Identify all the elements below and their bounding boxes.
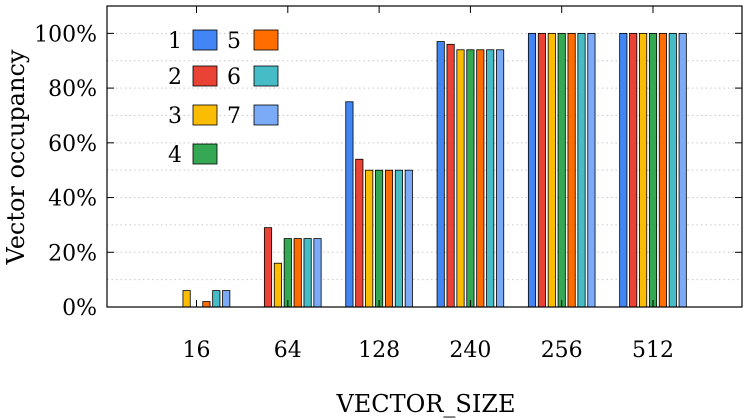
x-tick-label: 64: [274, 338, 302, 363]
bar-series-3-128: [365, 169, 374, 308]
bar-series-3-16: [182, 290, 191, 308]
bar-series-2-256: [537, 32, 546, 308]
bar-series-1-256: [527, 32, 537, 308]
x-axis-label: VECTOR_SIZE: [335, 390, 515, 418]
bar-series-4-128: [375, 169, 384, 308]
y-tick-label: 40%: [48, 187, 97, 212]
bar-series-5-512: [658, 32, 667, 308]
bar-series-4-256: [557, 32, 566, 308]
legend-swatch-4: [192, 143, 218, 165]
bar-series-1-240: [436, 41, 445, 308]
bar-series-3-240: [456, 49, 465, 308]
bar-series-4-64: [283, 238, 292, 308]
bar-series-5-64: [293, 238, 302, 308]
x-tick-label: 16: [183, 338, 211, 363]
bar-series-5-16: [202, 301, 211, 308]
bar-series-4-240: [466, 49, 475, 308]
bar-series-6-240: [486, 49, 495, 308]
bar-series-2-64: [263, 227, 273, 308]
y-tick-label: 80%: [48, 77, 97, 102]
bar-series-7-256: [587, 32, 596, 308]
x-tick-label: 128: [358, 338, 400, 363]
legend-label-4: 4: [168, 143, 182, 168]
bar-series-7-512: [678, 32, 687, 308]
bar-series-7-128: [404, 169, 413, 308]
legend: 1 2 3 4 5 6 7: [168, 29, 279, 168]
bar-series-5-256: [567, 32, 576, 308]
x-tick-label: 512: [632, 338, 674, 363]
legend-label-1: 1: [168, 29, 182, 54]
legend-swatch-5: [253, 29, 279, 51]
legend-swatch-7: [253, 104, 279, 126]
x-tick-label: 240: [449, 338, 491, 363]
legend-swatch-6: [253, 65, 279, 87]
bar-series-1-128: [345, 101, 354, 308]
bar-series-2-128: [355, 158, 364, 308]
bar-series-3-64: [273, 262, 282, 308]
x-tick-label: 256: [541, 338, 583, 363]
plot-frame: [106, 5, 743, 308]
legend-label-6: 6: [227, 65, 241, 90]
y-axis-label: Vector occupancy: [2, 49, 30, 265]
legend-swatch-2: [192, 65, 218, 87]
bar-series-7-16: [222, 290, 231, 308]
bar-series-1-512: [619, 32, 628, 308]
bar-series-6-256: [577, 32, 586, 308]
bar-series-6-16: [212, 290, 221, 308]
legend-label-3: 3: [168, 104, 182, 129]
bar-series-7-240: [496, 49, 505, 308]
legend-label-5: 5: [227, 29, 241, 54]
y-tick-label: 100%: [34, 22, 97, 47]
y-tick-label: 20%: [48, 241, 97, 266]
bar-series-3-512: [639, 32, 648, 308]
legend-swatch-3: [192, 104, 218, 126]
legend-label-2: 2: [168, 65, 182, 90]
legend-swatch-1: [192, 29, 218, 51]
bar-series-2-240: [446, 43, 455, 308]
bar-series-4-512: [648, 32, 658, 308]
bar-series-2-512: [629, 32, 638, 308]
y-tick-label: 60%: [48, 132, 97, 157]
bar-series-5-240: [476, 49, 485, 308]
bar-series-6-512: [668, 32, 677, 308]
bars: [182, 32, 687, 308]
bar-series-5-128: [384, 169, 394, 308]
bar-series-6-128: [394, 169, 403, 308]
bar-series-3-256: [547, 32, 556, 308]
legend-label-7: 7: [227, 104, 241, 129]
bar-series-7-64: [313, 238, 322, 308]
y-tick-label: 0%: [62, 296, 97, 321]
bar-series-6-64: [303, 238, 312, 308]
axis-ticks: 0%20%40%60%80%100%16 64 128 240 256 512: [34, 6, 742, 363]
